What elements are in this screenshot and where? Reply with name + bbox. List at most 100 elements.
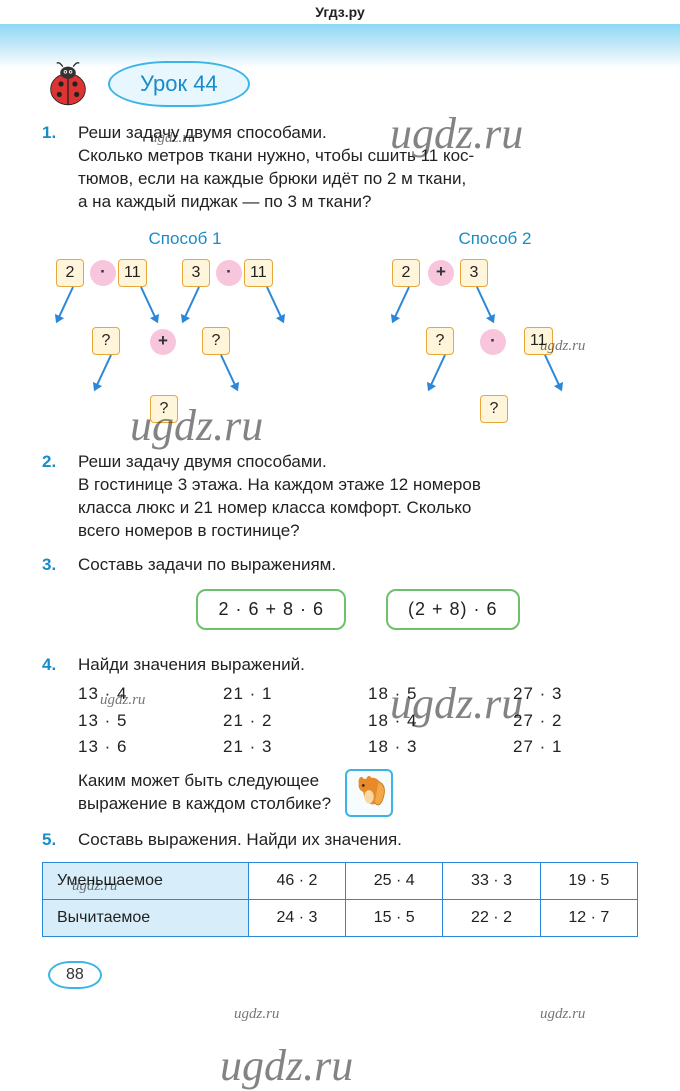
grid-cell: 18 · 3 [368,736,493,759]
task-body: Реши задачу двумя способами. Сколько мет… [78,122,638,214]
num-box: 11 [244,259,273,287]
num-box: 3 [460,259,488,287]
task-text: Составь выражения. Найди их значения. [78,829,638,852]
task-text: Сколько метров ткани нужно, чтобы сшить … [78,145,638,168]
op-dot: · [480,329,506,355]
lesson-header: Урок 44 [42,58,638,110]
task-2: 2. Реши задачу двумя способами. В гостин… [42,451,638,543]
task-number: 4. [42,654,66,818]
table-cell: 24 · 3 [248,899,345,936]
qmark-box: ? [150,395,178,423]
task-number: 2. [42,451,66,543]
task-number: 3. [42,554,66,641]
diagram-2: 2 + 3 ? · 11 ? [352,259,638,439]
watermark: ugdz.ru [540,1006,585,1023]
qmark-box: ? [480,395,508,423]
num-box: 2 [56,259,84,287]
num-box: 11 [118,259,147,287]
ladybug-icon [42,58,94,110]
task-text: Составь задачи по выражениям. [78,554,638,577]
arrow-icon [94,354,112,389]
task-text: всего номеров в гостинице? [78,520,638,543]
grid-cell: 27 · 2 [513,710,638,733]
op-dot: · [216,260,242,286]
task-body: Составь задачи по выражениям. 2 · 6 + 8 … [78,554,638,641]
follow-text: Каким может быть следующее [78,770,331,793]
grid-cell: 18 · 5 [368,683,493,706]
op-plus: + [150,329,176,355]
task-text: В гостинице 3 этажа. На каждом этаже 12 … [78,474,638,497]
arrow-icon [220,354,238,389]
arrow-icon [544,354,562,389]
arrow-icon [140,286,158,321]
task-text: тюмов, если на каждые брюки идёт по 2 м … [78,168,638,191]
expression-row: 2 · 6 + 8 · 6 (2 + 8) · 6 [78,589,638,629]
op-plus: + [428,260,454,286]
page-number: 88 [48,961,102,989]
grid-cell: 18 · 4 [368,710,493,733]
expression-box: 2 · 6 + 8 · 6 [196,589,346,629]
qmark-box: ? [202,327,230,355]
methods-row: Способ 1 2 · 11 3 · 11 ? + ? [42,228,638,439]
page-number-wrap: 88 [48,961,638,989]
task-text: а на каждый пиджак — по 3 м ткани? [78,191,638,214]
follow-text: выражение в каждом столбике? [78,793,331,816]
table-row: Уменьшаемое 46 · 2 25 · 4 33 · 3 19 · 5 [43,863,638,900]
table-cell: 19 · 5 [540,863,637,900]
num-box: 3 [182,259,210,287]
row-label: Вычитаемое [43,899,249,936]
task-4: 4. Найди значения выражений. 13 · 4 21 ·… [42,654,638,818]
grid-cell: 21 · 2 [223,710,348,733]
table-cell: 25 · 4 [346,863,443,900]
table-cell: 12 · 7 [540,899,637,936]
grid-cell: 21 · 1 [223,683,348,706]
arrow-icon [428,354,446,389]
page-content: Урок 44 1. Реши задачу двумя способами. … [0,58,680,989]
qmark-box: ? [92,327,120,355]
arrow-icon [476,286,494,321]
arrow-icon [56,286,74,321]
subtraction-table: Уменьшаемое 46 · 2 25 · 4 33 · 3 19 · 5 … [42,862,638,936]
task-body: Составь выражения. Найди их значения. [78,829,638,852]
task-text: Найди значения выражений. [78,654,638,677]
task-3: 3. Составь задачи по выражениям. 2 · 6 +… [42,554,638,641]
grid-cell: 13 · 6 [78,736,203,759]
expression-grid: 13 · 4 21 · 1 18 · 5 27 · 3 13 · 5 21 · … [78,683,638,760]
row-label: Уменьшаемое [43,863,249,900]
table-cell: 33 · 3 [443,863,540,900]
grid-cell: 21 · 3 [223,736,348,759]
table-cell: 46 · 2 [248,863,345,900]
grid-cell: 27 · 1 [513,736,638,759]
squirrel-icon [345,769,393,817]
qmark-box: ? [426,327,454,355]
grid-cell: 13 · 5 [78,710,203,733]
method-2: Способ 2 2 + 3 ? · 11 ? [352,228,638,439]
task-text: Реши задачу двумя способами. [78,122,638,145]
arrow-icon [266,286,284,321]
task-number: 5. [42,829,66,852]
task-text: Реши задачу двумя способами. [78,451,638,474]
follow-question: Каким может быть следующее выражение в к… [78,769,638,817]
arrow-icon [182,286,200,321]
grid-cell: 27 · 3 [513,683,638,706]
task-body: Реши задачу двумя способами. В гостинице… [78,451,638,543]
site-header: Угдз.ру [0,0,680,24]
diagram-1: 2 · 11 3 · 11 ? + ? ? [42,259,328,439]
method-1: Способ 1 2 · 11 3 · 11 ? + ? [42,228,328,439]
method-title: Способ 2 [352,228,638,251]
arrow-icon [392,286,410,321]
watermark: ugdz.ru [234,1006,279,1023]
task-number: 1. [42,122,66,214]
expression-box: (2 + 8) · 6 [386,589,520,629]
table-row: Вычитаемое 24 · 3 15 · 5 22 · 2 12 · 7 [43,899,638,936]
num-box: 11 [524,327,553,355]
table-cell: 15 · 5 [346,899,443,936]
num-box: 2 [392,259,420,287]
lesson-bubble: Урок 44 [108,61,250,107]
table-cell: 22 · 2 [443,899,540,936]
task-text: класса люкс и 21 номер класса комфорт. С… [78,497,638,520]
task-5: 5. Составь выражения. Найди их значения.… [42,829,638,936]
watermark: ugdz.ru [220,1040,353,1091]
task-body: Найди значения выражений. 13 · 4 21 · 1 … [78,654,638,818]
task-1: 1. Реши задачу двумя способами. Сколько … [42,122,638,439]
